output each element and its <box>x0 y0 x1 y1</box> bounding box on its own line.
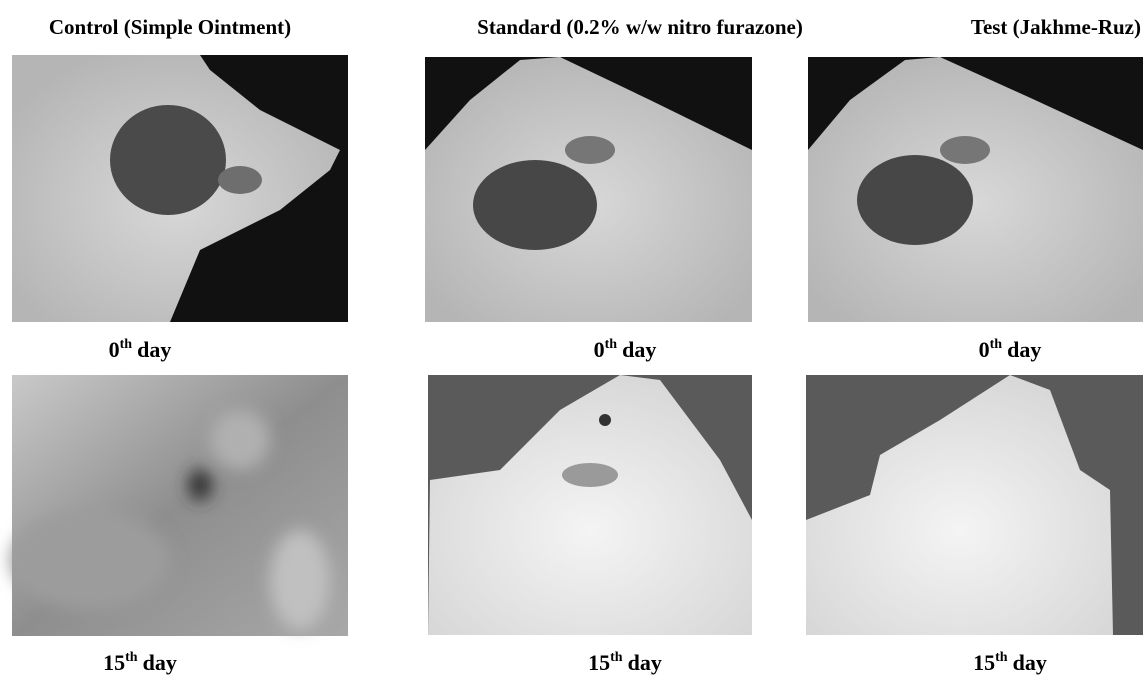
photo-control-day15 <box>10 375 348 636</box>
day-label: 0th day <box>594 337 657 362</box>
day-suffix: th <box>120 337 133 352</box>
day-unit: day <box>1013 650 1047 675</box>
day-number: 15 <box>973 650 995 675</box>
day-label: 0th day <box>979 337 1042 362</box>
day-unit: day <box>143 650 177 675</box>
day-suffix: th <box>125 650 138 665</box>
day-suffix: th <box>990 337 1003 352</box>
day-unit: day <box>137 337 171 362</box>
day-number: 15 <box>588 650 610 675</box>
photo-test-day0 <box>808 57 1143 322</box>
day-label: 0th day <box>109 337 172 362</box>
photo-standard-day15 <box>428 375 752 635</box>
day-label: 15th day <box>973 650 1047 675</box>
day-suffix: th <box>605 337 618 352</box>
column-title: Control (Simple Ointment) <box>49 15 291 39</box>
photo-control-day0 <box>12 55 348 322</box>
day-unit: day <box>1007 337 1041 362</box>
day-number: 0 <box>979 337 990 362</box>
photo-test-day15 <box>806 375 1143 635</box>
photo-standard-day0 <box>425 57 752 322</box>
column-title: Test (Jakhme-Ruz) <box>971 15 1141 39</box>
day-number: 0 <box>594 337 605 362</box>
column-title: Standard (0.2% w/w nitro furazone) <box>477 15 803 39</box>
day-suffix: th <box>610 650 623 665</box>
day-suffix: th <box>995 650 1008 665</box>
day-number: 0 <box>109 337 120 362</box>
day-label: 15th day <box>588 650 662 675</box>
day-unit: day <box>628 650 662 675</box>
day-unit: day <box>622 337 656 362</box>
day-label: 15th day <box>103 650 177 675</box>
day-number: 15 <box>103 650 125 675</box>
